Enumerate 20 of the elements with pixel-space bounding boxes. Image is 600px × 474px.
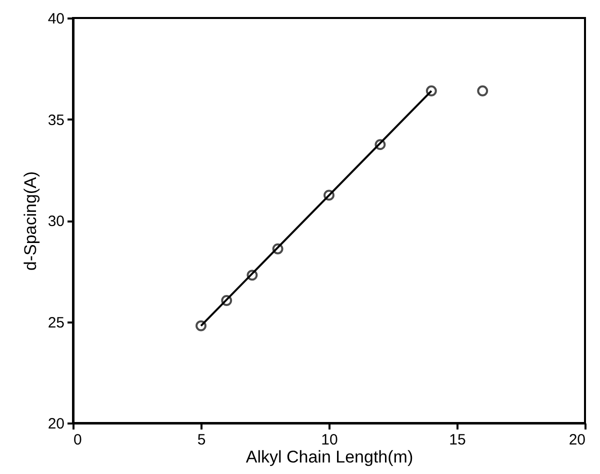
point	[374, 139, 386, 150]
point	[324, 190, 334, 201]
point	[426, 85, 437, 96]
y-tick-label: 25	[48, 314, 64, 332]
x-tick-label: 20	[568, 432, 586, 448]
point	[477, 85, 488, 96]
x-axis-title: Alkyl Chain Length(m)	[246, 448, 414, 466]
x-tick-label: 10	[321, 432, 338, 448]
x-tick-label: 15	[449, 432, 466, 448]
x-tick-label: 5	[197, 432, 206, 448]
y-tick-label: 40	[48, 10, 64, 28]
y-axis-title: d-Spacing(A)	[20, 171, 40, 271]
x-tick-label: 0	[74, 432, 82, 448]
point	[272, 243, 284, 254]
y-tick-label: 20	[48, 416, 64, 432]
y-tick-label: 30	[48, 213, 64, 230]
point	[221, 295, 232, 306]
point	[196, 320, 206, 332]
point	[246, 270, 258, 281]
y-tick-label: 35	[48, 112, 64, 129]
